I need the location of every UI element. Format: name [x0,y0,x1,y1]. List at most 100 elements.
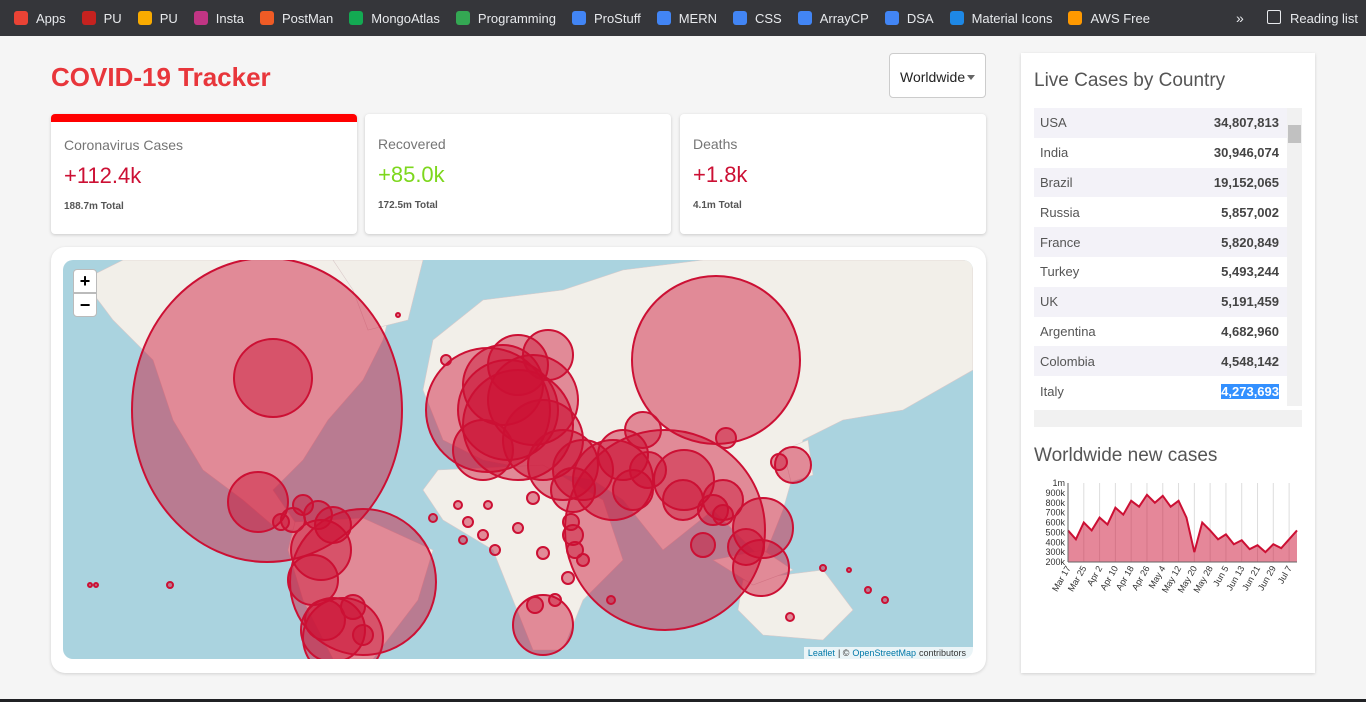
bookmark-icon [732,11,747,25]
country-name: Italy [1040,383,1064,399]
bookmark-label: Apps [36,10,66,26]
bookmark-label: Material Icons [971,10,1053,26]
country-cases: 4,548,142 [1221,353,1279,369]
bookmark-label: Programming [477,10,556,26]
attribution-link[interactable]: Leaflet [807,648,835,658]
bookmark-label: MongoAtlas [371,10,440,26]
bookmark-icon [455,11,470,25]
bookmark[interactable]: Insta [193,10,244,26]
stat-today: +85.0k [378,162,445,187]
attribution-link[interactable]: OpenStreetMap [852,648,916,658]
bookmark-icon [884,11,899,25]
y-tick-label: 400k [1045,537,1065,547]
y-tick-label: 800k [1045,498,1065,508]
attribution-text: contributors [918,648,966,658]
country-cases: 5,493,244 [1221,264,1279,280]
table-title: Live Cases by Country [1034,70,1226,91]
attribution-text: | © [837,648,850,658]
reading-list[interactable]: Reading list [1290,11,1358,26]
stat-card[interactable]: Deaths +1.8k 4.1m Total [680,114,986,234]
stat-card[interactable]: Recovered +85.0k 172.5m Total [365,114,671,234]
bookmark-label: CSS [754,10,782,26]
country-cases: 34,807,813 [1213,115,1279,131]
table-row: Russia 5,857,002 [1034,197,1287,227]
country-name: Argentina [1040,323,1096,339]
bookmark[interactable]: PostMan [259,10,334,26]
bookmark-label: PostMan [281,10,334,26]
bookmark-icon [1068,11,1083,25]
country-cases: 30,946,074 [1213,145,1279,161]
y-tick-label: 900k [1045,488,1065,498]
bookmarks-overflow[interactable]: » [1236,10,1244,26]
map-attribution: Leaflet | © OpenStreetMap contributors [803,647,973,659]
country-cases: 5,820,849 [1221,234,1279,250]
chart-title: Worldwide new cases [1034,445,1218,466]
bookmark-label: ProStuff [593,10,641,26]
stat-total: 4.1m Total [693,200,742,211]
y-tick-label: 300k [1045,547,1065,557]
bookmark-label: Insta [215,10,244,26]
scrollbar[interactable] [1034,410,1302,427]
country-cases: 4,273,693 [1221,383,1279,399]
country-cases: 4,682,960 [1221,323,1279,339]
stat-label: Coronavirus Cases [64,137,184,153]
case-circles [87,260,889,659]
bookmark[interactable]: ProStuff [571,10,641,26]
bookmark-icon [137,11,152,25]
table-row: India 30,946,074 [1034,138,1287,168]
country-select[interactable]: Worldwide [889,53,986,98]
bookmark-list: Apps PU PU Insta PostMan MongoAtlas Programmin… [14,11,1166,26]
stat-card[interactable]: Coronavirus Cases +112.4k 188.7m Total [51,114,357,234]
table-row: France 5,820,849 [1034,227,1287,257]
table-row: USA 34,807,813 [1034,108,1287,138]
country-cases: 5,191,459 [1221,294,1279,310]
bookmark[interactable]: AWS Free [1068,10,1150,26]
table-row: Italy 4,273,693 [1034,376,1287,406]
bookmark[interactable]: CSS [732,10,782,26]
bookmark-label: ArrayCP [819,10,869,26]
bookmark[interactable]: ArrayCP [797,10,869,26]
country-name: USA [1040,115,1067,131]
country-name: Colombia [1040,353,1095,369]
stat-total: 172.5m Total [378,200,438,211]
bookmark-label: AWS Free [1090,10,1150,26]
bookmark[interactable]: Programming [455,10,556,26]
bookmark-icon [14,11,28,25]
zoom-out[interactable]: − [73,293,97,317]
country-name: Turkey [1040,264,1080,280]
bookmark-icon [259,11,274,25]
scrollbar[interactable] [1287,108,1302,406]
reading-list-icon [1267,10,1281,24]
country-name: UK [1040,294,1059,310]
table-row: Brazil 19,152,065 [1034,167,1287,198]
bookmark[interactable]: DSA [884,10,934,26]
bookmarks-bar: Apps PU PU Insta PostMan MongoAtlas Programmin… [0,0,1366,36]
bookmark[interactable]: PU [137,11,178,26]
zoom-in[interactable]: + [73,269,97,293]
bookmark-icon [81,11,96,25]
bookmark[interactable]: MERN [656,11,717,26]
y-tick-label: 200k [1045,557,1065,567]
stat-today: +112.4k [64,163,142,188]
x-tick-label: Jul 7 [1276,564,1294,585]
bookmark[interactable]: PU [81,11,122,26]
map[interactable] [63,260,973,659]
bookmark[interactable]: Apps [14,11,66,26]
stat-label: Recovered [378,136,446,152]
bookmark-label: DSA [906,10,934,26]
stat-label: Deaths [693,136,738,152]
bookmark[interactable]: Material Icons [949,10,1053,26]
bookmark[interactable]: MongoAtlas [349,11,440,26]
country-table: USA 34,807,813 India 30,946,074 Brazil 19,152… [1034,108,1287,406]
country-cases: 5,857,002 [1221,204,1279,220]
country-name: Brazil [1040,174,1073,190]
bookmark-icon [656,11,671,25]
bookmark-icon [571,11,586,25]
bookmark-icon [193,11,208,25]
country-name: India [1040,145,1069,161]
window-edge [0,699,1366,702]
line [1067,493,1298,554]
map-canvas [82,260,973,659]
country-name: France [1040,234,1081,250]
